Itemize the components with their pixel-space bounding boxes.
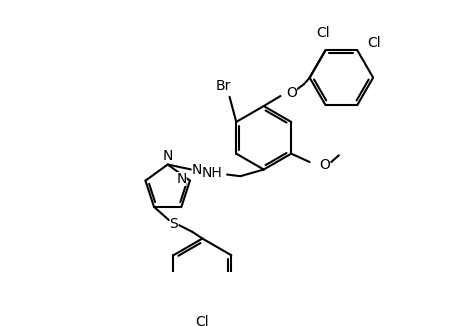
Text: Cl: Cl (315, 26, 329, 40)
Text: N: N (162, 149, 173, 163)
Text: NH: NH (201, 166, 221, 180)
Text: S: S (169, 216, 178, 230)
Text: N: N (176, 172, 186, 186)
Text: O: O (286, 86, 296, 100)
Text: Cl: Cl (367, 37, 380, 51)
Text: Cl: Cl (195, 315, 209, 326)
Text: Br: Br (215, 79, 230, 93)
Text: N: N (191, 163, 201, 176)
Text: O: O (319, 158, 329, 172)
